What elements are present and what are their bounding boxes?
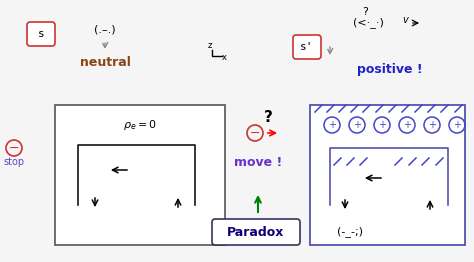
Text: +: + [328,120,336,130]
Text: v: v [402,15,408,25]
FancyBboxPatch shape [293,35,321,59]
Bar [55,105,225,245]
Text: (<·_·): (<·_·) [353,18,383,29]
Text: (-_-;): (-_-;) [337,227,363,237]
FancyBboxPatch shape [212,219,300,245]
Text: −: − [9,141,19,155]
Bar [310,105,465,245]
Text: +: + [353,120,361,130]
Text: +: + [378,120,386,130]
Text: s': s' [300,42,314,52]
Text: +: + [403,120,411,130]
Text: neutral: neutral [80,57,130,69]
Text: ?: ? [264,111,273,125]
Text: −: − [250,127,260,139]
Text: ?: ? [362,7,368,17]
Text: move !: move ! [234,156,282,168]
Text: +: + [428,120,436,130]
Text: z: z [208,41,212,51]
Text: x: x [221,53,227,63]
Text: (.–.): (.–.) [94,25,116,35]
Text: positive !: positive ! [357,63,423,77]
Text: Paradox: Paradox [228,226,285,238]
Text: +: + [453,120,461,130]
Text: s: s [37,29,45,39]
Text: $\rho_e = 0$: $\rho_e = 0$ [123,118,157,132]
FancyBboxPatch shape [27,22,55,46]
Text: stop: stop [3,157,25,167]
